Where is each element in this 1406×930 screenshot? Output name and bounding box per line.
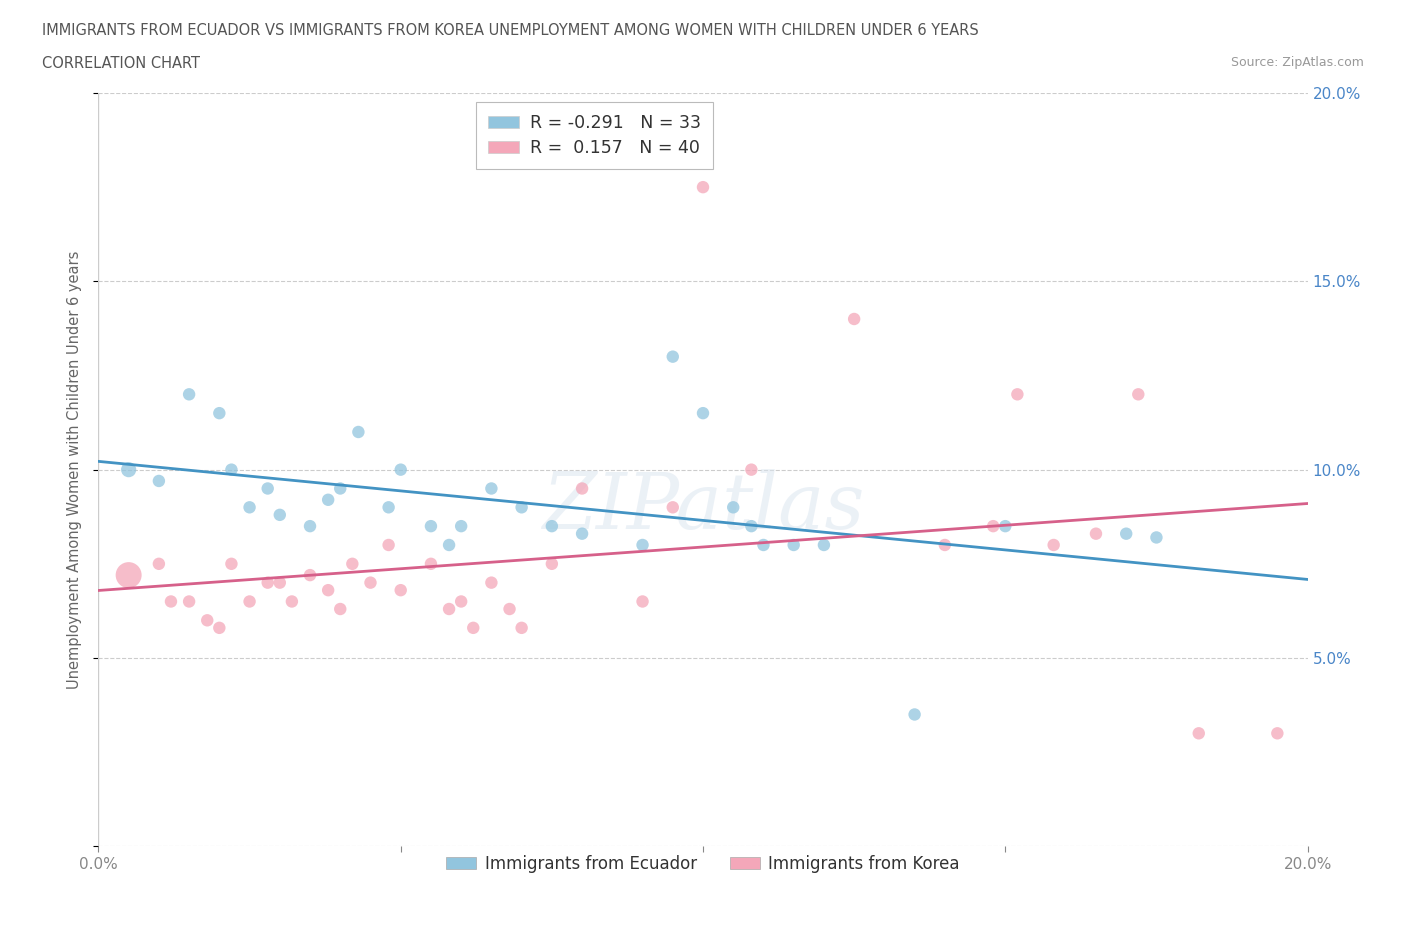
Point xyxy=(1188,726,1211,741)
Point xyxy=(347,424,370,440)
Point xyxy=(1128,387,1150,402)
Point xyxy=(269,508,291,523)
Y-axis label: Unemployment Among Women with Children Under 6 years: Unemployment Among Women with Children U… xyxy=(67,250,83,689)
Point xyxy=(981,519,1004,534)
Text: Source: ZipAtlas.com: Source: ZipAtlas.com xyxy=(1230,56,1364,69)
Point xyxy=(420,519,443,534)
Point xyxy=(994,519,1017,534)
Point xyxy=(148,556,170,571)
Point xyxy=(239,500,262,515)
Point xyxy=(329,602,352,617)
Point xyxy=(195,613,218,628)
Point xyxy=(740,519,762,534)
Point xyxy=(179,594,201,609)
Point xyxy=(463,620,485,635)
Point xyxy=(1042,538,1064,552)
Point xyxy=(934,538,956,552)
Point xyxy=(510,620,533,635)
Point xyxy=(389,583,412,598)
Point xyxy=(377,500,399,515)
Point xyxy=(179,387,201,402)
Point xyxy=(239,594,262,609)
Point xyxy=(844,312,866,326)
Text: CORRELATION CHART: CORRELATION CHART xyxy=(42,56,200,71)
Point xyxy=(148,473,170,488)
Point xyxy=(740,462,762,477)
Legend: Immigrants from Ecuador, Immigrants from Korea: Immigrants from Ecuador, Immigrants from… xyxy=(440,848,966,880)
Point xyxy=(160,594,183,609)
Point xyxy=(118,567,141,582)
Point xyxy=(377,538,399,552)
Point xyxy=(631,538,654,552)
Point xyxy=(540,519,562,534)
Point xyxy=(661,500,683,515)
Point xyxy=(481,481,503,496)
Point xyxy=(571,481,593,496)
Point xyxy=(221,462,243,477)
Point xyxy=(723,500,745,515)
Point xyxy=(1115,526,1137,541)
Text: IMMIGRANTS FROM ECUADOR VS IMMIGRANTS FROM KOREA UNEMPLOYMENT AMONG WOMEN WITH C: IMMIGRANTS FROM ECUADOR VS IMMIGRANTS FR… xyxy=(42,23,979,38)
Point xyxy=(342,556,364,571)
Point xyxy=(420,556,443,571)
Point xyxy=(1007,387,1029,402)
Point xyxy=(316,492,339,507)
Point xyxy=(1144,530,1167,545)
Point xyxy=(450,519,472,534)
Point xyxy=(316,583,339,598)
Point xyxy=(498,602,520,617)
Point xyxy=(299,519,322,534)
Point xyxy=(904,707,927,722)
Point xyxy=(692,405,714,420)
Point xyxy=(752,538,775,552)
Point xyxy=(540,556,562,571)
Point xyxy=(256,575,278,591)
Point xyxy=(118,462,141,477)
Point xyxy=(783,538,806,552)
Point xyxy=(510,500,533,515)
Point xyxy=(437,602,460,617)
Point xyxy=(571,526,593,541)
Point xyxy=(631,594,654,609)
Point xyxy=(221,556,243,571)
Point xyxy=(269,575,291,591)
Point xyxy=(256,481,278,496)
Point xyxy=(299,567,322,582)
Point xyxy=(450,594,472,609)
Point xyxy=(692,179,714,194)
Point xyxy=(481,575,503,591)
Point xyxy=(389,462,412,477)
Point xyxy=(1085,526,1108,541)
Point xyxy=(437,538,460,552)
Point xyxy=(360,575,382,591)
Point xyxy=(813,538,835,552)
Point xyxy=(281,594,304,609)
Text: ZIPatlas: ZIPatlas xyxy=(541,469,865,546)
Point xyxy=(1267,726,1289,741)
Point xyxy=(329,481,352,496)
Point xyxy=(208,620,231,635)
Point xyxy=(661,349,683,364)
Point xyxy=(208,405,231,420)
